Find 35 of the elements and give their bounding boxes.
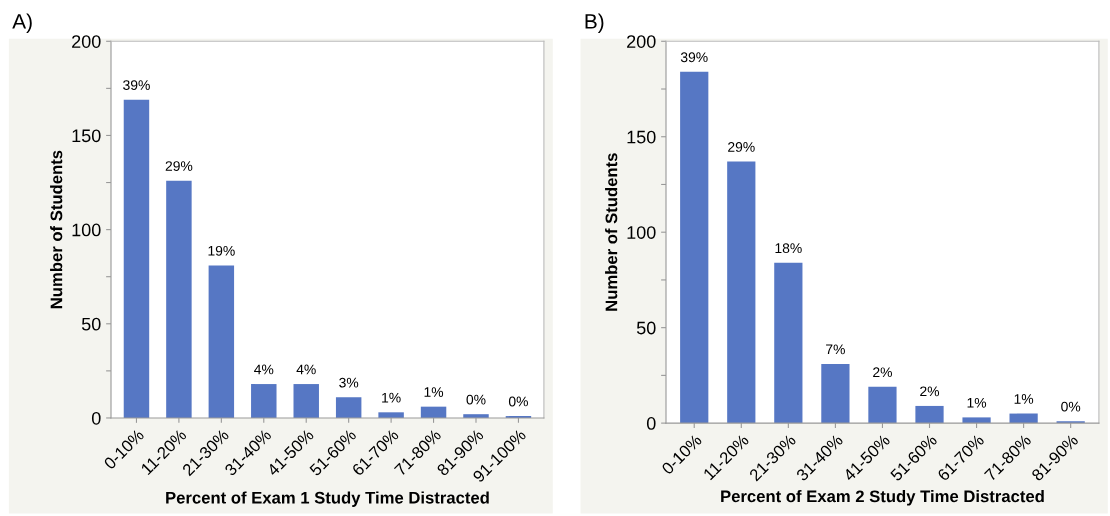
annotation: 29% [728,142,755,152]
annotation: 1% [967,397,987,408]
annotation: 0% [1061,401,1081,412]
y-axis-title: Number of Students [50,150,63,309]
annotation: 4% [296,364,316,375]
annotation: 1% [424,387,444,397]
chart-title: B) [585,13,604,33]
chart-title: A) [12,13,32,33]
annotation: 4% [254,364,274,375]
y-tick-label: 150 [72,129,101,143]
y-tick-label: 100 [72,223,101,237]
annotation: 1% [1014,394,1034,404]
y-tick-label: 50 [81,317,101,331]
y-tick-label: 200 [627,35,656,48]
annotation: 19% [208,245,235,256]
annotation: 1% [382,392,401,403]
y-tick-label: 50 [636,321,656,335]
annotation: 2% [920,386,940,397]
y-tick-label: 100 [627,226,656,239]
annotation: 0% [466,394,486,405]
annotation: 3% [339,377,359,388]
annotation: 39% [680,52,708,63]
annotation: 39% [123,80,150,90]
annotation: 0% [508,396,528,407]
annotation: 2% [873,367,892,378]
annotation: 18% [775,243,802,254]
x-axis-title: Percent of Exam 1 Study Time Distracted [166,491,489,507]
y-tick-label: 0 [646,417,656,430]
y-tick-label: 200 [72,35,101,48]
y-tick-label: 0 [91,411,101,425]
annotation: 29% [165,161,193,171]
x-axis-title: Percent of Exam 2 Study Time Distracted [721,490,1044,506]
annotation: 7% [826,344,845,355]
y-tick-label: 150 [627,130,656,144]
y-axis-title: Number of Students [605,153,618,311]
